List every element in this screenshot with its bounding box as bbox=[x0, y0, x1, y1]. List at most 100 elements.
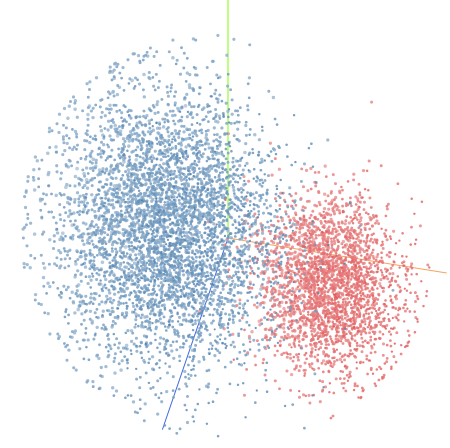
scatter-point-blue bbox=[99, 239, 102, 243]
scatter-point-blue bbox=[208, 313, 212, 317]
scatter-point-red bbox=[307, 393, 311, 397]
scatter-point-blue bbox=[159, 296, 163, 300]
scatter-point-red bbox=[356, 233, 359, 237]
scatter-point-blue bbox=[91, 274, 95, 278]
scatter-point-blue bbox=[178, 173, 182, 177]
scatter-point-blue bbox=[112, 94, 116, 98]
scatter-point-blue bbox=[126, 197, 130, 201]
scatter-point-blue bbox=[80, 312, 84, 316]
scatter-point-red bbox=[303, 290, 307, 293]
scatter-point-red bbox=[358, 193, 362, 197]
scatter-point-red bbox=[388, 272, 392, 276]
scatter-point-red bbox=[311, 209, 315, 213]
scatter-point-blue bbox=[263, 262, 267, 266]
scatter-point-blue bbox=[152, 54, 156, 58]
scatter-point-blue bbox=[129, 194, 133, 198]
scatter-point-red bbox=[315, 204, 319, 208]
scatter-point-blue bbox=[68, 99, 73, 104]
scatter-point-red bbox=[278, 310, 282, 314]
scatter-point-blue bbox=[196, 172, 200, 176]
scatter-point-red bbox=[300, 286, 304, 290]
scatter-point-blue bbox=[78, 209, 82, 213]
scatter-point-blue bbox=[60, 231, 65, 236]
scatter-point-blue bbox=[225, 53, 229, 57]
scatter-point-red bbox=[384, 228, 388, 232]
scatter-point-blue bbox=[260, 253, 264, 256]
scatter-point-blue bbox=[184, 281, 187, 285]
scatter-point-blue bbox=[26, 175, 30, 179]
scatter-point-blue bbox=[237, 188, 241, 192]
scatter-point-blue bbox=[146, 130, 151, 134]
scatter-point-red bbox=[336, 244, 340, 248]
scatter-point-blue bbox=[141, 231, 145, 235]
scatter-point-red bbox=[298, 331, 302, 334]
scatter-point-red bbox=[279, 191, 283, 195]
scatter-point-blue bbox=[86, 123, 90, 127]
scatter-point-red bbox=[343, 222, 347, 226]
scatter-point-blue bbox=[193, 321, 197, 326]
scatter-point-blue bbox=[202, 355, 205, 359]
scatter-point-blue bbox=[194, 38, 198, 42]
scatter-point-blue bbox=[127, 214, 131, 218]
scatter-point-blue bbox=[95, 266, 99, 271]
scatter-point-blue bbox=[98, 171, 102, 175]
scatter-point-blue bbox=[142, 109, 146, 113]
scatter-point-red bbox=[317, 190, 321, 193]
scatter-point-blue bbox=[159, 281, 163, 285]
scatter-point-blue bbox=[102, 236, 106, 240]
scatter-point-blue bbox=[88, 248, 92, 252]
scatter-point-red bbox=[252, 303, 257, 307]
scatter-point-red bbox=[324, 343, 328, 346]
scatter-point-blue bbox=[238, 302, 242, 306]
scatter-point-blue bbox=[166, 90, 170, 94]
scatter-point-blue bbox=[209, 341, 213, 345]
scatter-point-red bbox=[318, 203, 322, 207]
scatter-point-blue bbox=[94, 161, 98, 165]
scatter-point-red bbox=[297, 294, 301, 298]
scatter-point-blue bbox=[171, 38, 175, 42]
scatter-point-blue bbox=[77, 200, 81, 204]
scatter-point-blue bbox=[253, 196, 257, 200]
scatter-point-red bbox=[289, 372, 294, 377]
scatter-point-blue bbox=[101, 230, 105, 234]
scatter-point-blue bbox=[205, 369, 209, 373]
scatter-point-red bbox=[303, 233, 307, 236]
scatter-point-blue bbox=[209, 245, 213, 249]
scatter-point-blue bbox=[200, 131, 204, 135]
scatter-point-blue bbox=[158, 336, 163, 340]
scatter-point-blue bbox=[210, 190, 214, 194]
scatter-point-red bbox=[300, 167, 304, 171]
scatter-point-red bbox=[368, 331, 371, 335]
scatter-point-blue bbox=[158, 359, 161, 362]
scatter-point-red bbox=[317, 170, 321, 174]
scatter-point-red bbox=[341, 239, 346, 244]
scatter-point-blue bbox=[78, 300, 82, 304]
scatter-point-red bbox=[328, 325, 332, 329]
scatter-point-red bbox=[358, 251, 362, 254]
scatter-point-red bbox=[313, 272, 317, 276]
scatter-point-blue bbox=[119, 287, 122, 290]
scatter-point-red bbox=[359, 230, 363, 234]
scatter-point-blue bbox=[109, 235, 113, 239]
scatter-point-red bbox=[358, 248, 362, 252]
scatter-point-blue bbox=[169, 86, 173, 90]
scatter-point-blue bbox=[111, 198, 115, 202]
scatter-point-red bbox=[270, 173, 274, 177]
scatter-point-red bbox=[331, 207, 335, 210]
scatter-point-blue bbox=[48, 284, 52, 289]
scatter-point-blue bbox=[172, 206, 175, 209]
scatter-point-blue bbox=[88, 317, 92, 321]
scatter-point-red bbox=[324, 305, 328, 309]
scatter-point-red bbox=[346, 297, 349, 301]
scatter-point-blue bbox=[131, 197, 135, 201]
scatter-point-red bbox=[368, 289, 372, 293]
scatter-point-blue bbox=[172, 135, 176, 139]
scatter-point-red bbox=[294, 192, 298, 195]
scatter-point-blue bbox=[137, 301, 141, 304]
scatter-point-blue bbox=[82, 299, 85, 303]
scatter-point-red bbox=[343, 377, 346, 380]
scatter-point-blue bbox=[126, 58, 130, 62]
scatter-point-blue bbox=[162, 162, 166, 166]
